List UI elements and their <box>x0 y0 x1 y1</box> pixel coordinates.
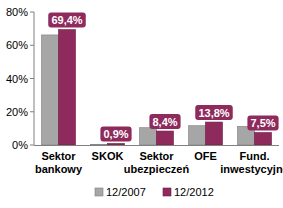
y-tick <box>30 145 34 146</box>
bar <box>189 126 206 145</box>
data-label: 69,4% <box>48 13 86 28</box>
label-line: SKOK <box>92 150 124 162</box>
data-label-box <box>195 105 233 120</box>
label-line: OFE <box>194 150 217 162</box>
bars <box>42 30 272 145</box>
legend-label: 12/2012 <box>174 186 214 198</box>
label-line: Fund. <box>240 150 270 162</box>
y-tick-label: 0% <box>12 139 28 151</box>
data-label-box <box>247 116 278 131</box>
bar <box>108 144 125 145</box>
y-tick-label: 80% <box>6 6 28 18</box>
y-tick <box>30 78 34 79</box>
data-label: 0,9% <box>100 127 131 142</box>
data-label-text: 8,4% <box>152 116 177 128</box>
y-tick-label: 60% <box>6 39 28 51</box>
x-tick-label: SKOK <box>92 150 124 162</box>
data-label-box <box>149 114 180 129</box>
y-tick-label: 40% <box>6 73 28 85</box>
x-tick-label: OFE <box>194 150 217 162</box>
label-line: inwestycyjne <box>220 163 283 175</box>
y-tick <box>30 111 34 112</box>
data-label: 8,4% <box>149 114 180 129</box>
y-tick <box>30 12 34 13</box>
label-line: Sektor <box>139 150 174 162</box>
legend-swatch <box>163 188 171 196</box>
data-label-text: 0,9% <box>103 128 128 140</box>
legend-label: 12/2007 <box>106 186 146 198</box>
bar <box>91 144 108 145</box>
bar <box>206 122 223 145</box>
data-label: 7,5% <box>247 116 278 131</box>
bar <box>157 131 174 145</box>
data-label-text: 7,5% <box>250 117 275 129</box>
label-line: bankowy <box>35 163 83 175</box>
data-label-text: 13,8% <box>198 107 229 119</box>
data-label-box <box>100 127 131 142</box>
data-label-text: 69,4% <box>51 14 82 26</box>
x-tick-label: Fund.inwestycyjne <box>220 150 283 175</box>
data-label: 13,8% <box>195 105 233 120</box>
label-line: ubezpieczeń <box>124 163 190 175</box>
label-line: Sektor <box>41 150 76 162</box>
data-label-box <box>48 13 86 28</box>
chart: 0%20%40%60%80%SektorbankowySKOKSektorube… <box>0 0 283 208</box>
legend-swatch <box>95 188 103 196</box>
bar <box>42 35 59 145</box>
x-axis <box>34 145 279 146</box>
x-tick-label: Sektorbankowy <box>35 150 83 175</box>
legend: 12/2007 12/2012 <box>95 186 214 198</box>
x-tick-label: Sektorubezpieczeń <box>124 150 190 175</box>
y-tick <box>30 45 34 46</box>
bar <box>140 128 157 145</box>
y-tick-label: 20% <box>6 106 28 118</box>
bar <box>255 133 272 145</box>
bar <box>59 30 76 145</box>
